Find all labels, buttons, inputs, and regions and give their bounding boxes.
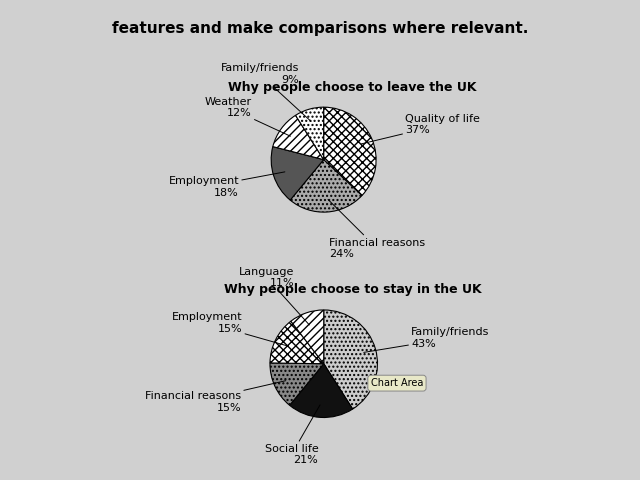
Text: Financial reasons
15%: Financial reasons 15% <box>145 381 286 413</box>
Text: Chart Area: Chart Area <box>371 378 423 388</box>
Wedge shape <box>296 107 324 160</box>
Text: Quality of life
37%: Quality of life 37% <box>361 114 480 144</box>
Wedge shape <box>324 310 378 409</box>
Text: Financial reasons
24%: Financial reasons 24% <box>328 199 426 259</box>
Wedge shape <box>270 363 324 405</box>
Wedge shape <box>273 115 324 160</box>
Wedge shape <box>271 146 324 200</box>
Text: features and make comparisons where relevant.: features and make comparisons where rele… <box>112 21 528 36</box>
Text: Social life
21%: Social life 21% <box>264 405 320 466</box>
Wedge shape <box>290 160 362 212</box>
Wedge shape <box>324 107 376 195</box>
Text: Why people choose to leave the UK: Why people choose to leave the UK <box>228 81 477 94</box>
Text: Why people choose to stay in the UK: Why people choose to stay in the UK <box>225 283 482 296</box>
Text: Weather
12%: Weather 12% <box>205 96 291 136</box>
Text: Family/friends
9%: Family/friends 9% <box>220 63 311 121</box>
Text: Employment
15%: Employment 15% <box>172 312 286 346</box>
Wedge shape <box>270 321 324 364</box>
Text: Language
11%: Language 11% <box>239 267 309 325</box>
Text: Family/friends
43%: Family/friends 43% <box>364 327 490 352</box>
Wedge shape <box>291 310 324 364</box>
Wedge shape <box>289 364 353 418</box>
Text: Employment
18%: Employment 18% <box>168 172 285 198</box>
